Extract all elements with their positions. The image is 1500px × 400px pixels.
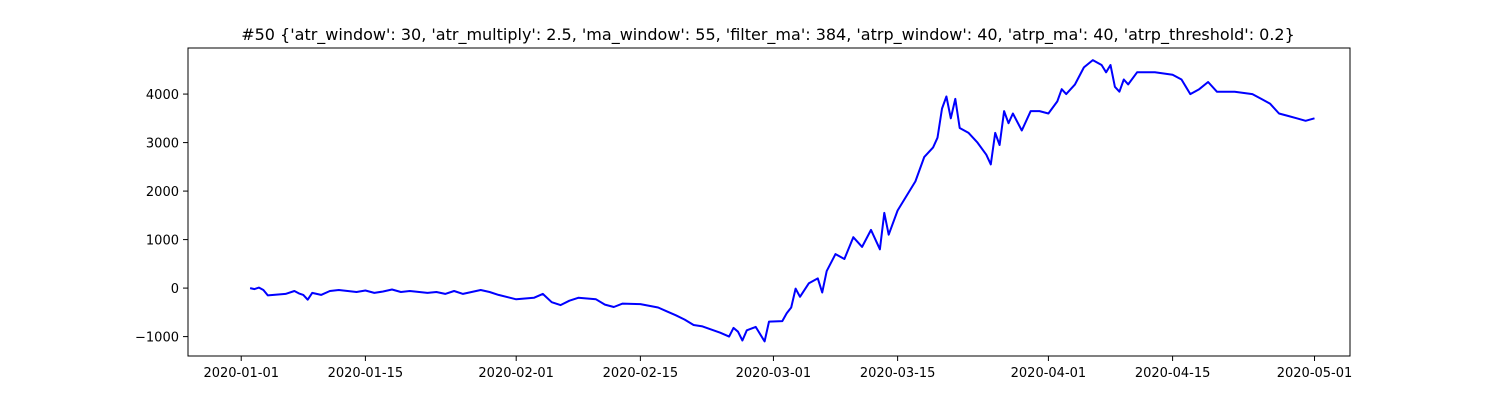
y-axis: −1000 0 1000 2000 3000 4000 (135, 88, 188, 346)
series-line (249, 59, 1315, 343)
y-tick-label: 1000 (146, 234, 179, 249)
chart-title: #50 {'atr_window': 30, 'atr_multiply': 2… (241, 25, 1295, 45)
x-tick-label: 2020-03-01 (736, 366, 812, 381)
y-tick-label: 0 (171, 282, 179, 297)
x-tick-label: 2020-03-15 (860, 366, 936, 381)
x-tick-label: 2020-02-01 (478, 366, 554, 381)
plot-frame (187, 47, 1351, 357)
y-tick-label: 3000 (146, 137, 179, 152)
x-tick-label: 2020-01-01 (203, 366, 279, 381)
x-tick-label: 2020-05-01 (1277, 366, 1353, 381)
y-tick-label: −1000 (135, 331, 179, 346)
x-tick-label: 2020-01-15 (328, 366, 404, 381)
y-tick-label: 4000 (146, 88, 179, 103)
x-axis: 2020-01-01 2020-01-15 2020-02-01 2020-02-15… (203, 356, 1352, 381)
plot-area (187, 47, 1351, 357)
x-tick-label: 2020-04-15 (1135, 366, 1211, 381)
y-tick-label: 2000 (146, 185, 179, 200)
x-tick-label: 2020-04-01 (1011, 366, 1087, 381)
x-tick-label: 2020-02-15 (603, 366, 679, 381)
